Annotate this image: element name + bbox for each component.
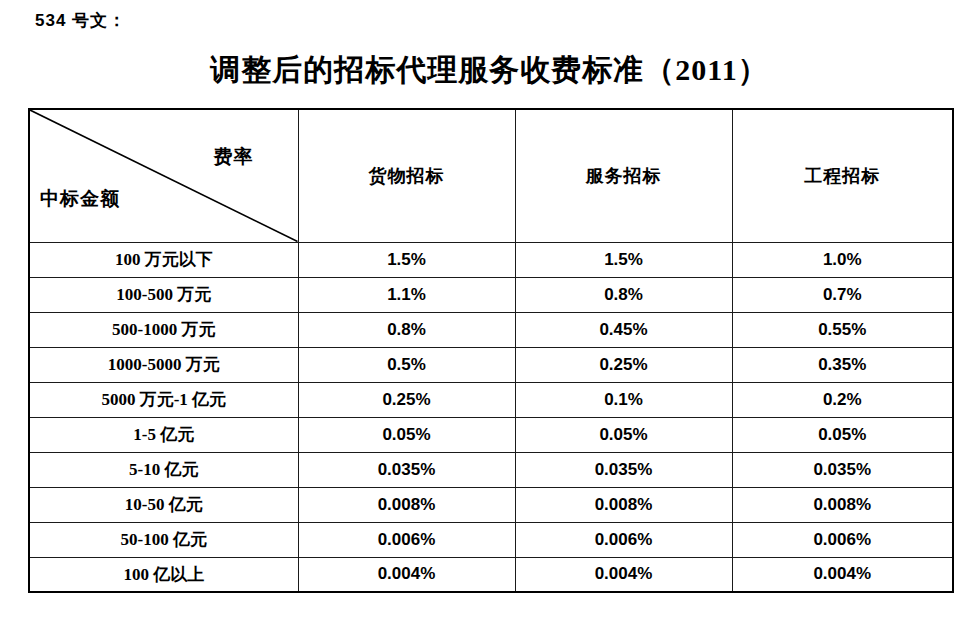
table-row: 10-50 亿元 0.008% 0.008% 0.008% — [29, 487, 953, 522]
rate-cell: 0.8% — [298, 312, 515, 347]
row-label: 100-500 万元 — [29, 277, 298, 312]
rate-cell: 0.006% — [732, 522, 953, 557]
table-row: 1-5 亿元 0.05% 0.05% 0.05% — [29, 417, 953, 452]
doc-ref-label: 534 号文： — [35, 9, 126, 32]
rate-cell: 0.25% — [298, 382, 515, 417]
row-label: 5000 万元-1 亿元 — [29, 382, 298, 417]
table-row: 50-100 亿元 0.006% 0.006% 0.006% — [29, 522, 953, 557]
rate-cell: 0.7% — [732, 277, 953, 312]
row-label: 500-1000 万元 — [29, 312, 298, 347]
row-label: 100 万元以下 — [29, 242, 298, 277]
rate-cell: 1.1% — [298, 277, 515, 312]
rate-cell: 0.05% — [298, 417, 515, 452]
row-label: 5-10 亿元 — [29, 452, 298, 487]
rate-cell: 1.5% — [298, 242, 515, 277]
rate-cell: 0.035% — [298, 452, 515, 487]
page-title: 调整后的招标代理服务收费标准（2011） — [0, 50, 979, 91]
rate-cell: 0.008% — [515, 487, 732, 522]
rate-cell: 0.035% — [732, 452, 953, 487]
table-row: 500-1000 万元 0.8% 0.45% 0.55% — [29, 312, 953, 347]
table-header-row: 费率 中标金额 货物招标 服务招标 工程招标 — [29, 109, 953, 242]
row-label: 1000-5000 万元 — [29, 347, 298, 382]
row-label: 10-50 亿元 — [29, 487, 298, 522]
rate-cell: 0.35% — [732, 347, 953, 382]
rate-cell: 0.05% — [515, 417, 732, 452]
column-header-goods: 货物招标 — [298, 109, 515, 242]
table-row: 100 亿以上 0.004% 0.004% 0.004% — [29, 557, 953, 592]
rate-cell: 0.006% — [515, 522, 732, 557]
rate-cell: 0.006% — [298, 522, 515, 557]
diagonal-line — [30, 110, 298, 242]
row-label: 1-5 亿元 — [29, 417, 298, 452]
rate-cell: 0.55% — [732, 312, 953, 347]
column-header-services: 服务招标 — [515, 109, 732, 242]
diagonal-corner-cell: 费率 中标金额 — [29, 109, 298, 242]
rate-cell: 0.035% — [515, 452, 732, 487]
rate-cell: 0.008% — [298, 487, 515, 522]
rate-cell: 0.008% — [732, 487, 953, 522]
rate-cell: 0.1% — [515, 382, 732, 417]
table-row: 100-500 万元 1.1% 0.8% 0.7% — [29, 277, 953, 312]
rate-cell: 0.25% — [515, 347, 732, 382]
document-page: 534 号文： 调整后的招标代理服务收费标准（2011） 费率 中标金额 货物招… — [0, 0, 979, 629]
row-label: 100 亿以上 — [29, 557, 298, 592]
rate-cell: 0.004% — [515, 557, 732, 592]
row-label: 50-100 亿元 — [29, 522, 298, 557]
corner-label-rate: 费率 — [214, 144, 254, 170]
rate-cell: 1.5% — [515, 242, 732, 277]
rate-cell: 0.2% — [732, 382, 953, 417]
column-header-works: 工程招标 — [732, 109, 953, 242]
table-row: 100 万元以下 1.5% 1.5% 1.0% — [29, 242, 953, 277]
corner-label-amount: 中标金额 — [40, 186, 120, 212]
rate-cell: 0.45% — [515, 312, 732, 347]
fee-rate-table: 费率 中标金额 货物招标 服务招标 工程招标 100 万元以下 1.5% 1.5… — [28, 108, 954, 593]
rate-cell: 0.004% — [732, 557, 953, 592]
rate-cell: 0.004% — [298, 557, 515, 592]
rate-cell: 1.0% — [732, 242, 953, 277]
rate-cell: 0.05% — [732, 417, 953, 452]
table-row: 5-10 亿元 0.035% 0.035% 0.035% — [29, 452, 953, 487]
table-row: 5000 万元-1 亿元 0.25% 0.1% 0.2% — [29, 382, 953, 417]
rate-cell: 0.5% — [298, 347, 515, 382]
table-row: 1000-5000 万元 0.5% 0.25% 0.35% — [29, 347, 953, 382]
rate-cell: 0.8% — [515, 277, 732, 312]
